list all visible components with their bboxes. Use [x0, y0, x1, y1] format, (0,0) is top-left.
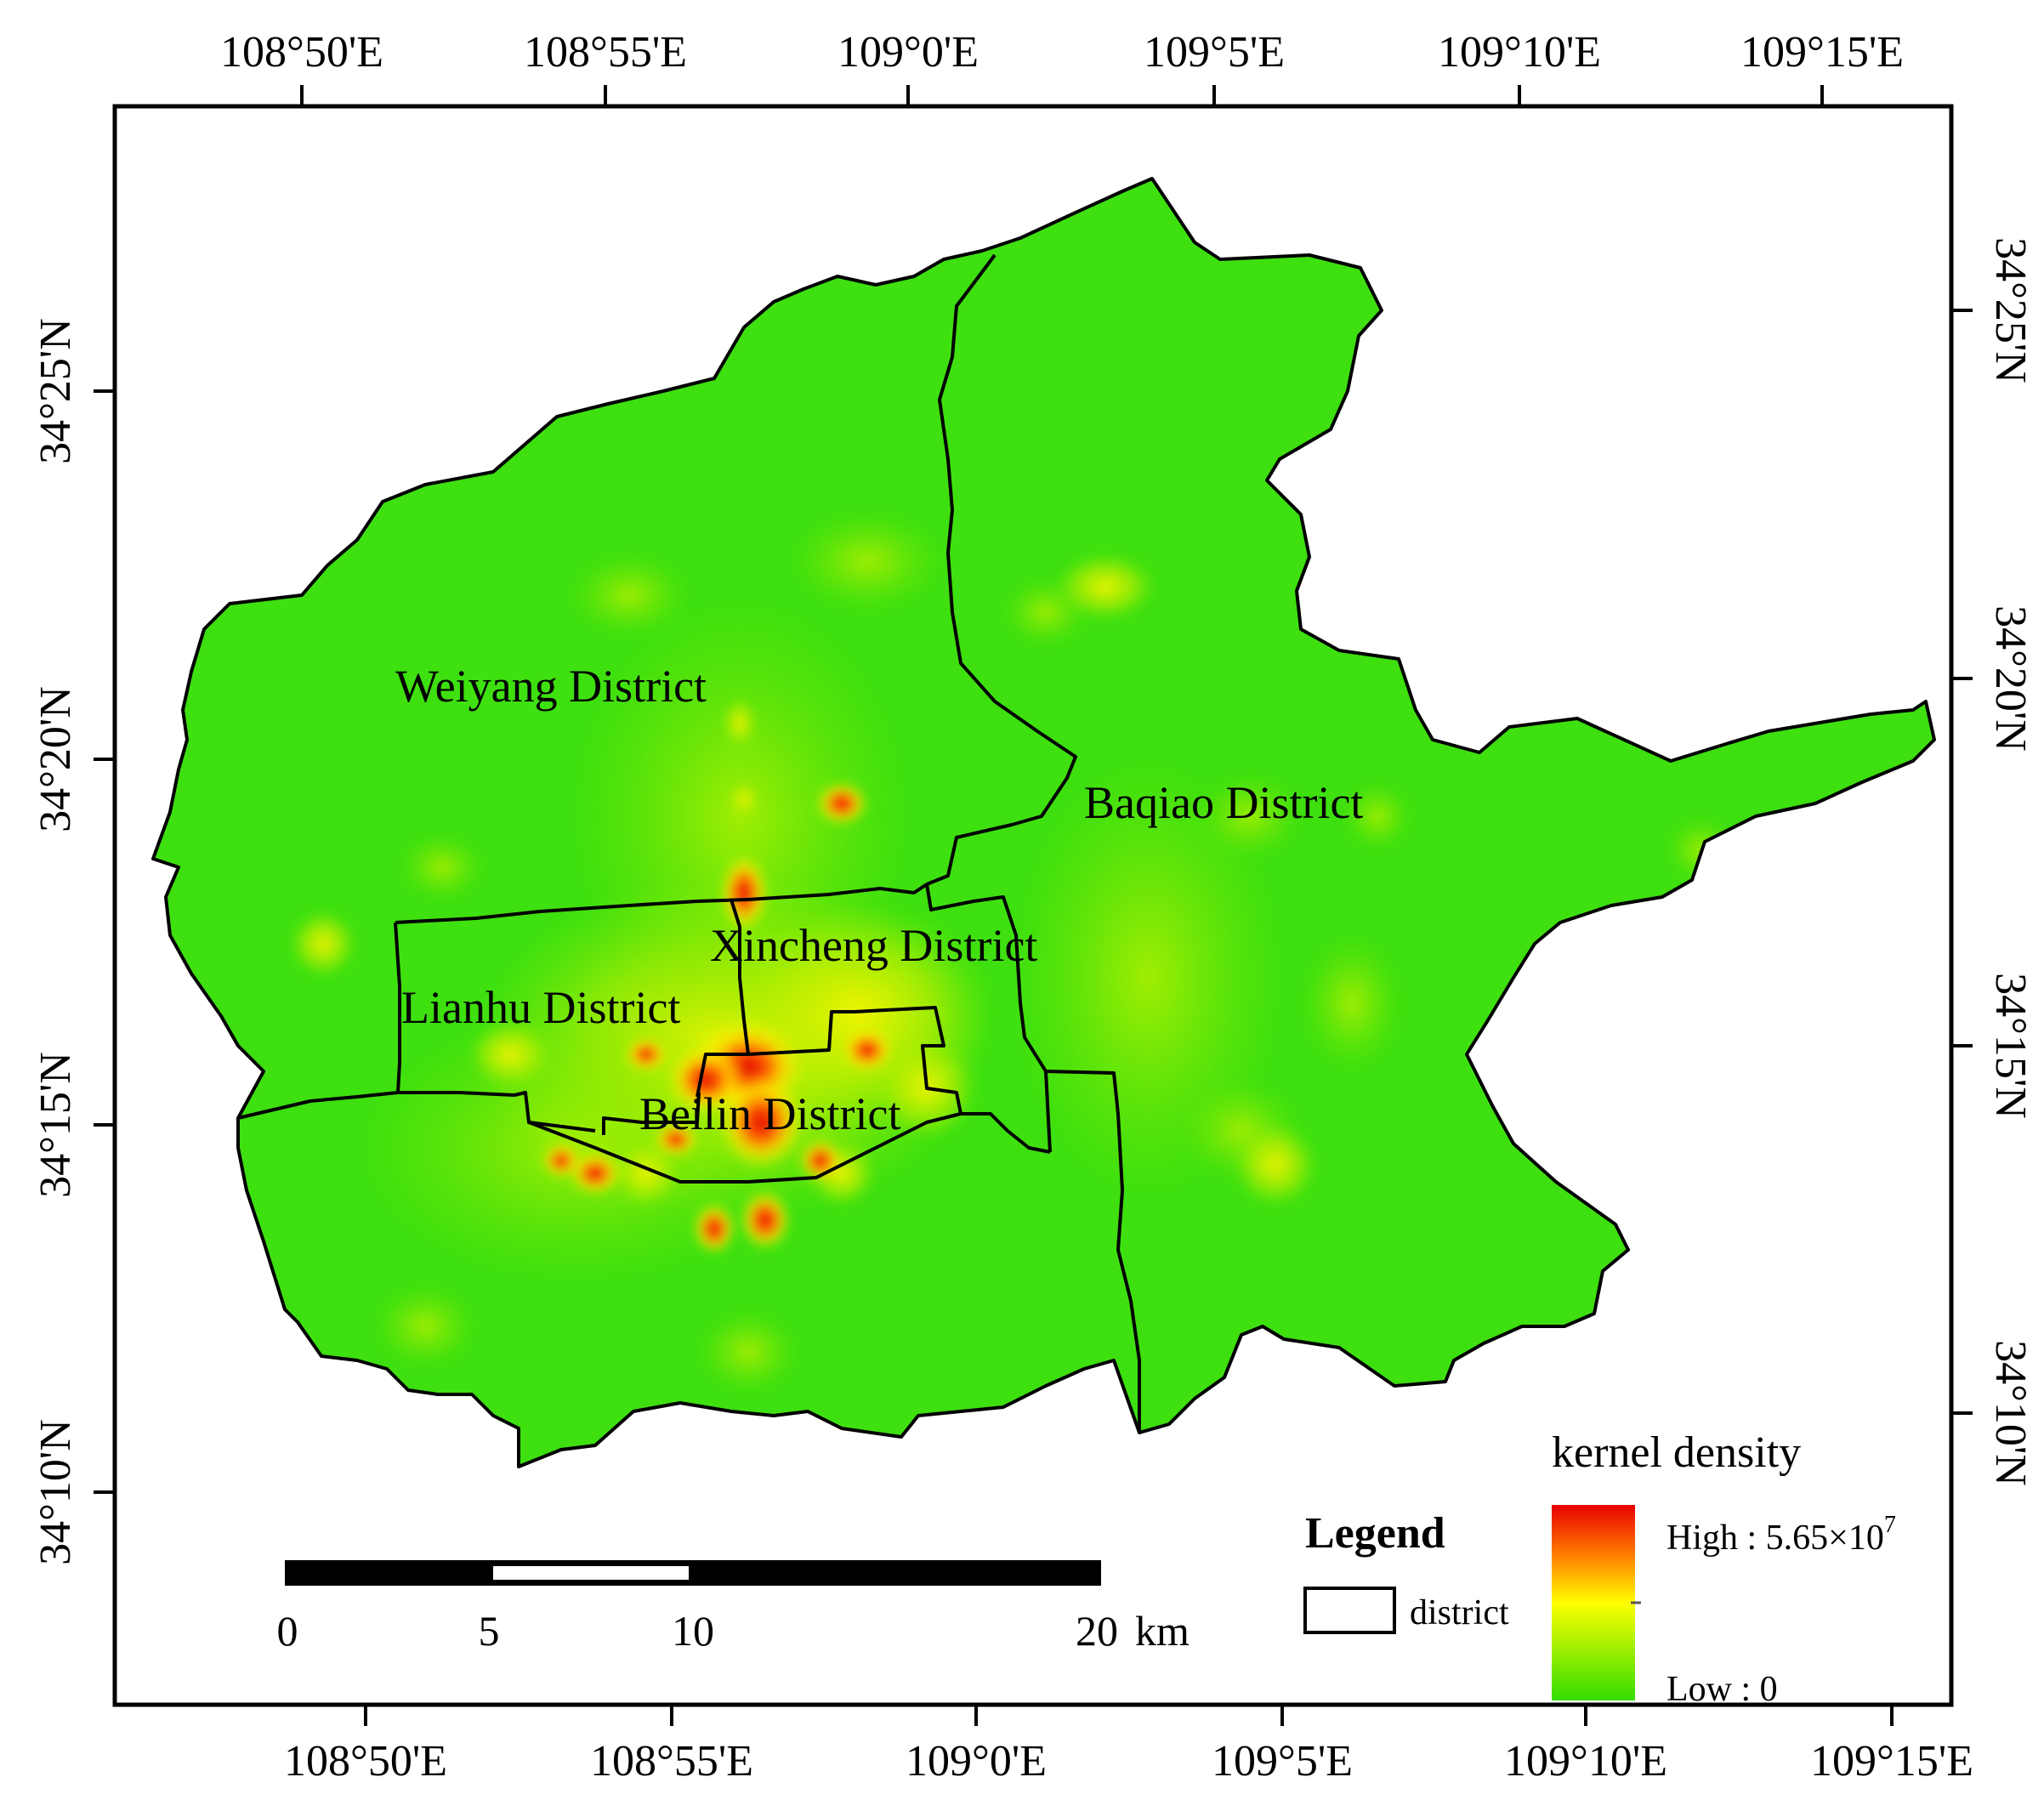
legend-title: Legend [1305, 1509, 1445, 1558]
top-lon-label: 109°0'E [837, 28, 979, 77]
right-lat-label: 34°15'N [1986, 973, 2035, 1119]
density-surface [153, 179, 1934, 1467]
right-lat-label: 34°10'N [1986, 1340, 2035, 1486]
right-lat-label: 34°25'N [1986, 237, 2035, 383]
legend-low-label: Low : 0 [1666, 1670, 1778, 1709]
left-lat-label: 34°15'N [31, 1052, 80, 1198]
top-lon-label: 108°50'E [220, 28, 383, 77]
top-lon-label: 109°15'E [1740, 28, 1904, 77]
left-lat-axis [94, 389, 115, 1494]
right-lat-label: 34°20'N [1986, 605, 2035, 752]
district-label-xincheng: Xincheng District [710, 920, 1037, 971]
district-boundaries [151, 177, 1936, 1468]
kernel-density-title: kernel density [1552, 1428, 1801, 1477]
scale-label: 0 [277, 1607, 298, 1655]
bottom-lon-label: 109°5'E [1212, 1737, 1353, 1785]
scale-bar [285, 1560, 1101, 1586]
scale-label: 5 [479, 1607, 500, 1655]
top-lon-label: 109°5'E [1144, 28, 1285, 77]
bottom-lon-label: 108°55'E [590, 1737, 753, 1785]
bottom-lon-label: 109°10'E [1504, 1737, 1667, 1785]
bottom-lon-label: 108°50'E [284, 1737, 447, 1785]
scale-label: 10 [672, 1607, 714, 1655]
legend-high-label: High : 5.65×107 [1666, 1512, 1896, 1558]
legend-district-label: district [1410, 1593, 1509, 1632]
legend-high-text: High : 5.65×10 [1666, 1519, 1884, 1558]
top-lon-label: 108°55'E [524, 28, 687, 77]
top-lon-label: 109°10'E [1438, 28, 1601, 77]
left-lat-label: 34°10'N [31, 1419, 80, 1565]
bottom-lon-label: 109°15'E [1810, 1737, 1973, 1785]
district-label-lianhu: Lianhu District [401, 982, 680, 1033]
right-lat-axis [1951, 309, 1973, 1415]
district-label-weiyang: Weiyang District [395, 661, 707, 712]
legend-district-swatch [1303, 1587, 1396, 1634]
left-lat-label: 34°20'N [31, 686, 80, 832]
district-label-baqiao: Baqiao District [1084, 777, 1363, 828]
scale-unit: km [1135, 1607, 1189, 1655]
bottom-lon-axis [364, 1705, 1894, 1726]
kernel-density-ramp [1552, 1505, 1635, 1700]
left-lat-label: 34°25'N [31, 318, 80, 464]
top-lon-axis [300, 85, 1824, 106]
scale-label: 20 [1076, 1607, 1118, 1655]
bottom-lon-label: 109°0'E [906, 1737, 1047, 1785]
legend-high-exponent: 7 [1884, 1512, 1896, 1538]
district-label-beilin: Beilin District [639, 1088, 900, 1139]
